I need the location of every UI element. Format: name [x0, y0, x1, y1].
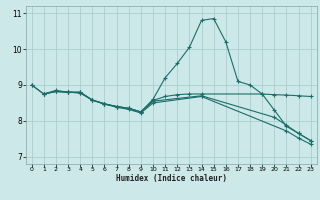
- X-axis label: Humidex (Indice chaleur): Humidex (Indice chaleur): [116, 174, 227, 183]
